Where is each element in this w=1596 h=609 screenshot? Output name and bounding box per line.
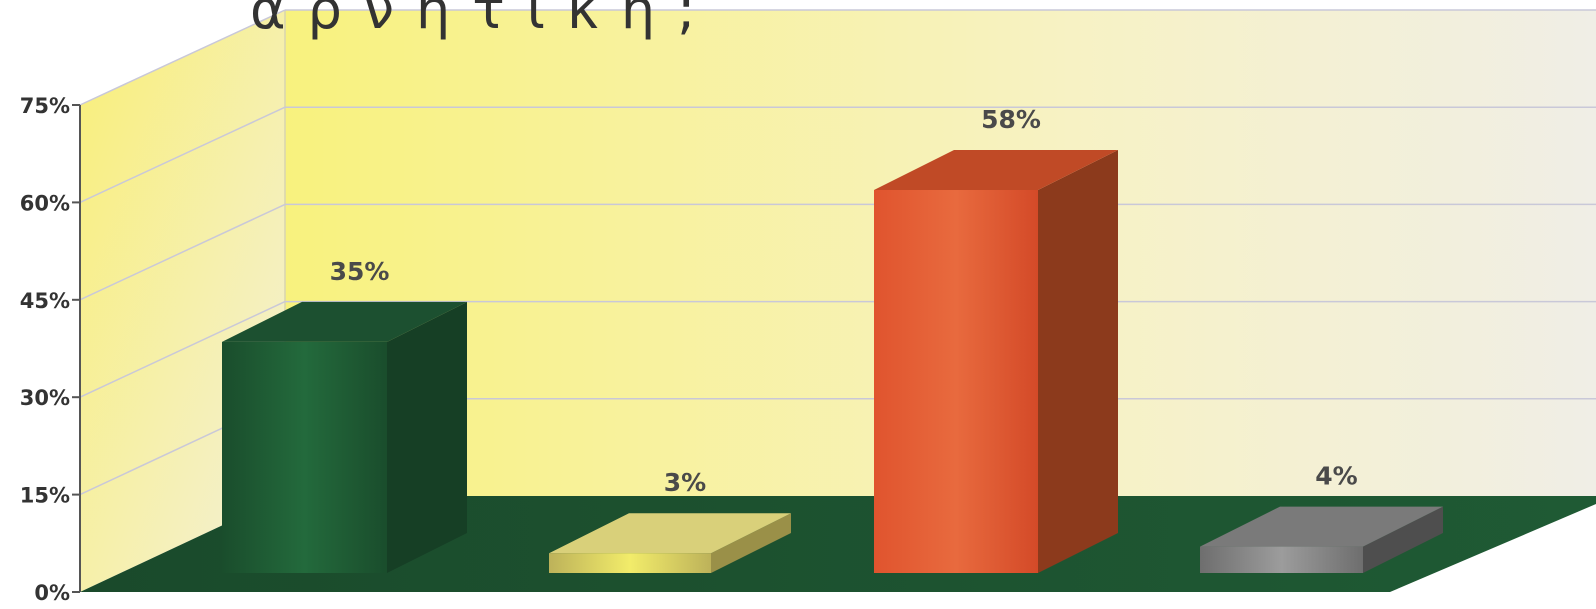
y-tick-label-4: 60% [20, 191, 70, 215]
y-tick-label-5: 75% [20, 94, 70, 118]
y-tick-label-0: 0% [34, 581, 70, 605]
gridline-side-2 [79, 300, 286, 398]
bar-front-3 [1200, 546, 1363, 573]
bar-top-1 [549, 513, 791, 554]
bar-2 [874, 150, 1118, 573]
gridline-side-4 [79, 106, 286, 204]
bar-side-3 [1363, 506, 1443, 573]
y-tick-label-2: 30% [20, 386, 70, 410]
value-labels: 35% 3% 58% 4% [330, 105, 1358, 497]
bar-top-2 [874, 150, 1118, 190]
gridline-side-3 [79, 203, 286, 301]
value-label-3: 4% [1315, 462, 1357, 491]
bar-side-0 [387, 301, 467, 573]
bar-1 [549, 513, 791, 573]
gridlines [79, 9, 1596, 496]
bar-front-0 [222, 341, 387, 573]
y-tick-label-1: 15% [20, 484, 70, 508]
bar-top-3 [1200, 506, 1443, 547]
gridline-side-5 [79, 9, 286, 106]
y-axis: 0% 15% 30% 45% 60% 75% [20, 94, 81, 605]
bars-group [222, 150, 1443, 573]
bar-side-2 [1038, 150, 1118, 573]
value-label-0: 35% [330, 257, 390, 286]
bar-side-1 [711, 513, 791, 573]
y-tick-label-3: 45% [20, 289, 70, 313]
bar-0 [222, 301, 467, 573]
bar-3 [1200, 506, 1443, 573]
bar-top-0 [222, 301, 467, 342]
bar-front-2 [874, 190, 1038, 573]
value-label-1: 3% [664, 468, 706, 497]
chart-title: αρνητική; [250, 0, 717, 41]
bar-front-1 [549, 553, 711, 573]
value-label-2: 58% [981, 105, 1041, 134]
